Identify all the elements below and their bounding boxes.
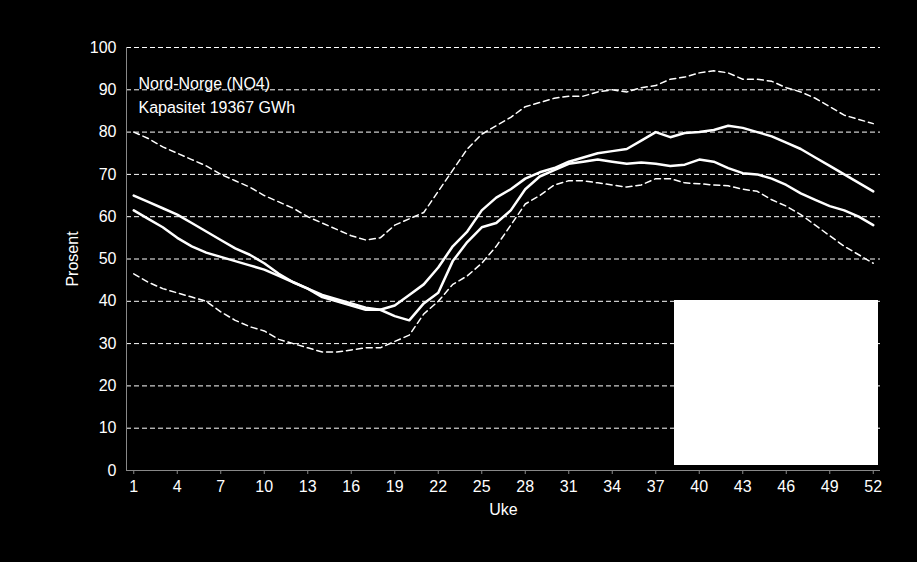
svg-text:80: 80: [99, 123, 117, 140]
svg-text:70: 70: [99, 166, 117, 183]
svg-text:30: 30: [99, 335, 117, 352]
svg-text:49: 49: [821, 478, 839, 495]
svg-text:Nord-Norge (NO4)Kapasitet 1936: Nord-Norge (NO4)Kapasitet 19367 GWh: [139, 75, 296, 116]
svg-text:20: 20: [99, 377, 117, 394]
svg-text:40: 40: [99, 292, 117, 309]
svg-text:100: 100: [90, 39, 117, 56]
svg-text:40: 40: [690, 478, 708, 495]
svg-text:28: 28: [516, 478, 534, 495]
svg-text:34: 34: [603, 478, 621, 495]
svg-text:90: 90: [99, 81, 117, 98]
svg-text:Uke: Uke: [489, 501, 518, 518]
svg-text:31: 31: [560, 478, 578, 495]
svg-text:37: 37: [647, 478, 665, 495]
svg-text:25: 25: [473, 478, 491, 495]
svg-text:7: 7: [216, 478, 225, 495]
svg-text:22: 22: [429, 478, 447, 495]
svg-text:60: 60: [99, 208, 117, 225]
svg-text:16: 16: [342, 478, 360, 495]
svg-text:0: 0: [108, 462, 117, 479]
svg-text:19: 19: [386, 478, 404, 495]
svg-text:52: 52: [864, 478, 882, 495]
svg-text:1: 1: [129, 478, 138, 495]
svg-text:10: 10: [99, 419, 117, 436]
svg-text:46: 46: [777, 478, 795, 495]
svg-text:10: 10: [255, 478, 273, 495]
svg-text:Prosent: Prosent: [64, 231, 81, 287]
svg-text:4: 4: [173, 478, 182, 495]
svg-text:43: 43: [734, 478, 752, 495]
svg-text:13: 13: [299, 478, 317, 495]
svg-text:50: 50: [99, 250, 117, 267]
